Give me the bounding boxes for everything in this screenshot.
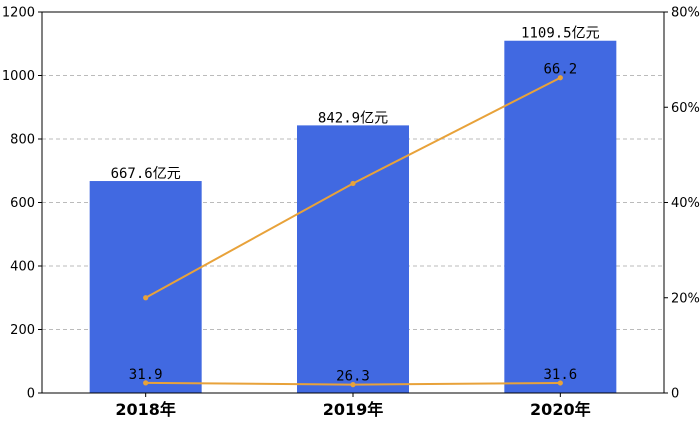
y-right-tick-label: 20% (671, 291, 700, 306)
y-left-tick-label: 600 (10, 196, 35, 211)
y-left-tick-label: 1200 (2, 6, 35, 21)
bar-data-label: 842.9亿元 (318, 110, 388, 126)
line-point (557, 75, 563, 81)
x-tick-label: 2020年 (530, 400, 591, 419)
y-right-tick-label: 0 (671, 387, 679, 402)
line-point (350, 180, 356, 187)
line-data-label: 31.6 (543, 367, 577, 383)
bar-series (89, 40, 617, 394)
bar-data-label: 667.6亿元 (111, 166, 181, 182)
bar (89, 181, 202, 393)
data-labels: 667.6亿元 842.9亿元 1109.5亿元 31.9 26.3 31.6 66.2 (111, 26, 600, 385)
bar-data-label: 1109.5亿元 (521, 26, 600, 42)
bar (297, 125, 409, 394)
y-left-tick-label: 200 (10, 323, 35, 338)
line-data-label: 26.3 (336, 369, 370, 385)
line-point (350, 382, 356, 388)
y-left-tick-label: 800 (10, 133, 35, 148)
bar (504, 40, 617, 393)
x-tick-label: 2018年 (115, 400, 176, 419)
y-left-tick-label: 400 (10, 260, 35, 275)
line-series (143, 75, 563, 388)
y-right-tick-label: 60% (671, 101, 700, 116)
line-data-label: 31.9 (129, 367, 163, 383)
line-point (143, 295, 149, 301)
y-right-tick-label: 80% (671, 6, 700, 21)
y-right-tick-label: 40% (671, 196, 700, 211)
line-point (143, 380, 149, 386)
axes: 0 200 400 600 800 1000 1200 0 20% 40% 60% 80% 2018年 2… (2, 6, 700, 420)
y-left-tick-label: 1000 (2, 69, 35, 84)
x-tick-label: 2019年 (323, 400, 384, 419)
line-data-label: 66.2 (543, 62, 577, 78)
y-left-tick-label: 0 (27, 387, 35, 402)
line-point (557, 380, 563, 386)
